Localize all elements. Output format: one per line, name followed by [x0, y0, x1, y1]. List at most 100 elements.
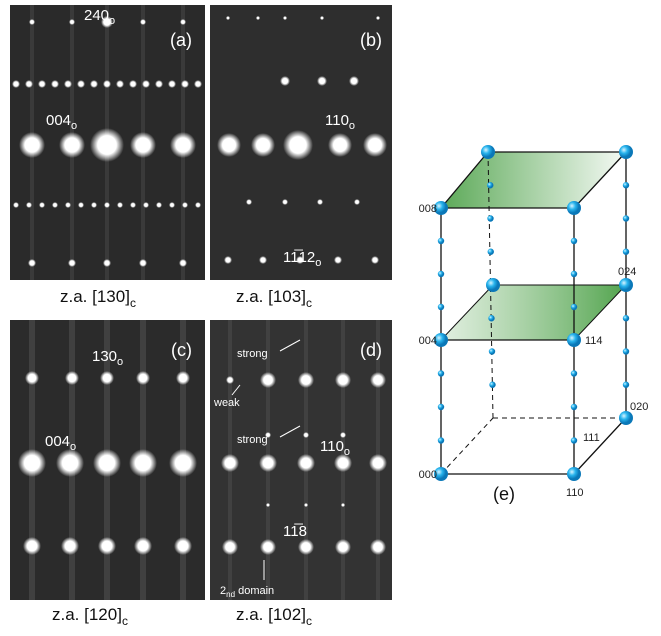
point-label: 114 [585, 335, 603, 347]
spot [169, 202, 175, 208]
spot [140, 19, 146, 25]
spot [65, 371, 79, 385]
spot [369, 454, 387, 472]
spot [260, 539, 276, 555]
spot [283, 130, 313, 160]
plane [441, 152, 626, 208]
spot [303, 432, 309, 438]
spot [116, 80, 124, 88]
caption: z.a. [102]c [236, 605, 312, 628]
lattice-point [487, 215, 493, 221]
spot [363, 133, 387, 157]
spot [298, 539, 314, 555]
lattice-point [438, 370, 444, 376]
point-label: 008 [419, 203, 437, 215]
lattice-point [623, 215, 629, 221]
spot [78, 202, 84, 208]
lattice-point [623, 382, 629, 388]
spot [266, 503, 270, 507]
spot [335, 539, 351, 555]
spot [98, 537, 116, 555]
lattice-point [571, 238, 577, 244]
lattice-point [487, 182, 493, 188]
spot [143, 202, 149, 208]
spot [136, 371, 150, 385]
spot [176, 371, 190, 385]
spot [117, 202, 123, 208]
lattice-point [438, 271, 444, 277]
lattice-point [623, 249, 629, 255]
spot [370, 539, 386, 555]
spot [25, 80, 33, 88]
lattice-diagram: 008 024 004 114 020 111 000 110 (e) [419, 145, 649, 504]
spot [341, 503, 345, 507]
spot [29, 19, 35, 25]
spot [139, 259, 147, 267]
spot [317, 199, 323, 205]
spot [68, 259, 76, 267]
spot [155, 80, 163, 88]
spot [19, 132, 45, 158]
point-label: 111 [583, 432, 600, 444]
spot [23, 537, 41, 555]
spot [179, 259, 187, 267]
spot [298, 372, 314, 388]
spot [64, 80, 72, 88]
spot [130, 202, 136, 208]
panel-label: (a) [170, 30, 192, 50]
spot [93, 449, 121, 477]
point-label: 004 [419, 335, 437, 347]
caption: z.a. [130]c [60, 287, 136, 310]
spot [61, 537, 79, 555]
spot [51, 80, 59, 88]
plane [441, 285, 626, 340]
lattice-point [489, 348, 495, 354]
spot [134, 537, 152, 555]
panel-label: (d) [360, 340, 382, 360]
lattice-point [623, 348, 629, 354]
lattice-point [489, 382, 495, 388]
spot [69, 19, 75, 25]
spot [90, 128, 124, 162]
spot [376, 16, 380, 20]
spot [195, 202, 201, 208]
spot [130, 132, 156, 158]
spot [251, 133, 275, 157]
lattice-point [486, 278, 500, 292]
lattice-point [438, 304, 444, 310]
spot [222, 539, 238, 555]
lattice-point [571, 304, 577, 310]
spot [371, 256, 379, 264]
spot [320, 16, 324, 20]
panel-label: (b) [360, 30, 382, 50]
annotation: 11̅8 [283, 523, 307, 540]
spot [280, 76, 290, 86]
spot [354, 199, 360, 205]
annotation: strong [237, 348, 268, 360]
annotation: strong [237, 434, 268, 446]
spot [100, 371, 114, 385]
point-label: 020 [630, 401, 648, 413]
edge [441, 418, 493, 474]
spot [180, 19, 186, 25]
spot [221, 454, 239, 472]
spot [168, 80, 176, 88]
spot [224, 256, 232, 264]
spot [182, 202, 188, 208]
spot [169, 449, 197, 477]
point-label: 000 [419, 469, 437, 481]
lattice-point [619, 278, 633, 292]
lattice-point [488, 315, 494, 321]
spot [328, 133, 352, 157]
spot [103, 259, 111, 267]
spot [259, 454, 277, 472]
panel-label: (e) [493, 484, 515, 504]
lattice-point [567, 201, 581, 215]
spot [90, 80, 98, 88]
spot [156, 202, 162, 208]
lattice-point [567, 467, 581, 481]
spot [335, 372, 351, 388]
spot [28, 259, 36, 267]
spot [334, 256, 342, 264]
lattice-point [619, 145, 633, 159]
